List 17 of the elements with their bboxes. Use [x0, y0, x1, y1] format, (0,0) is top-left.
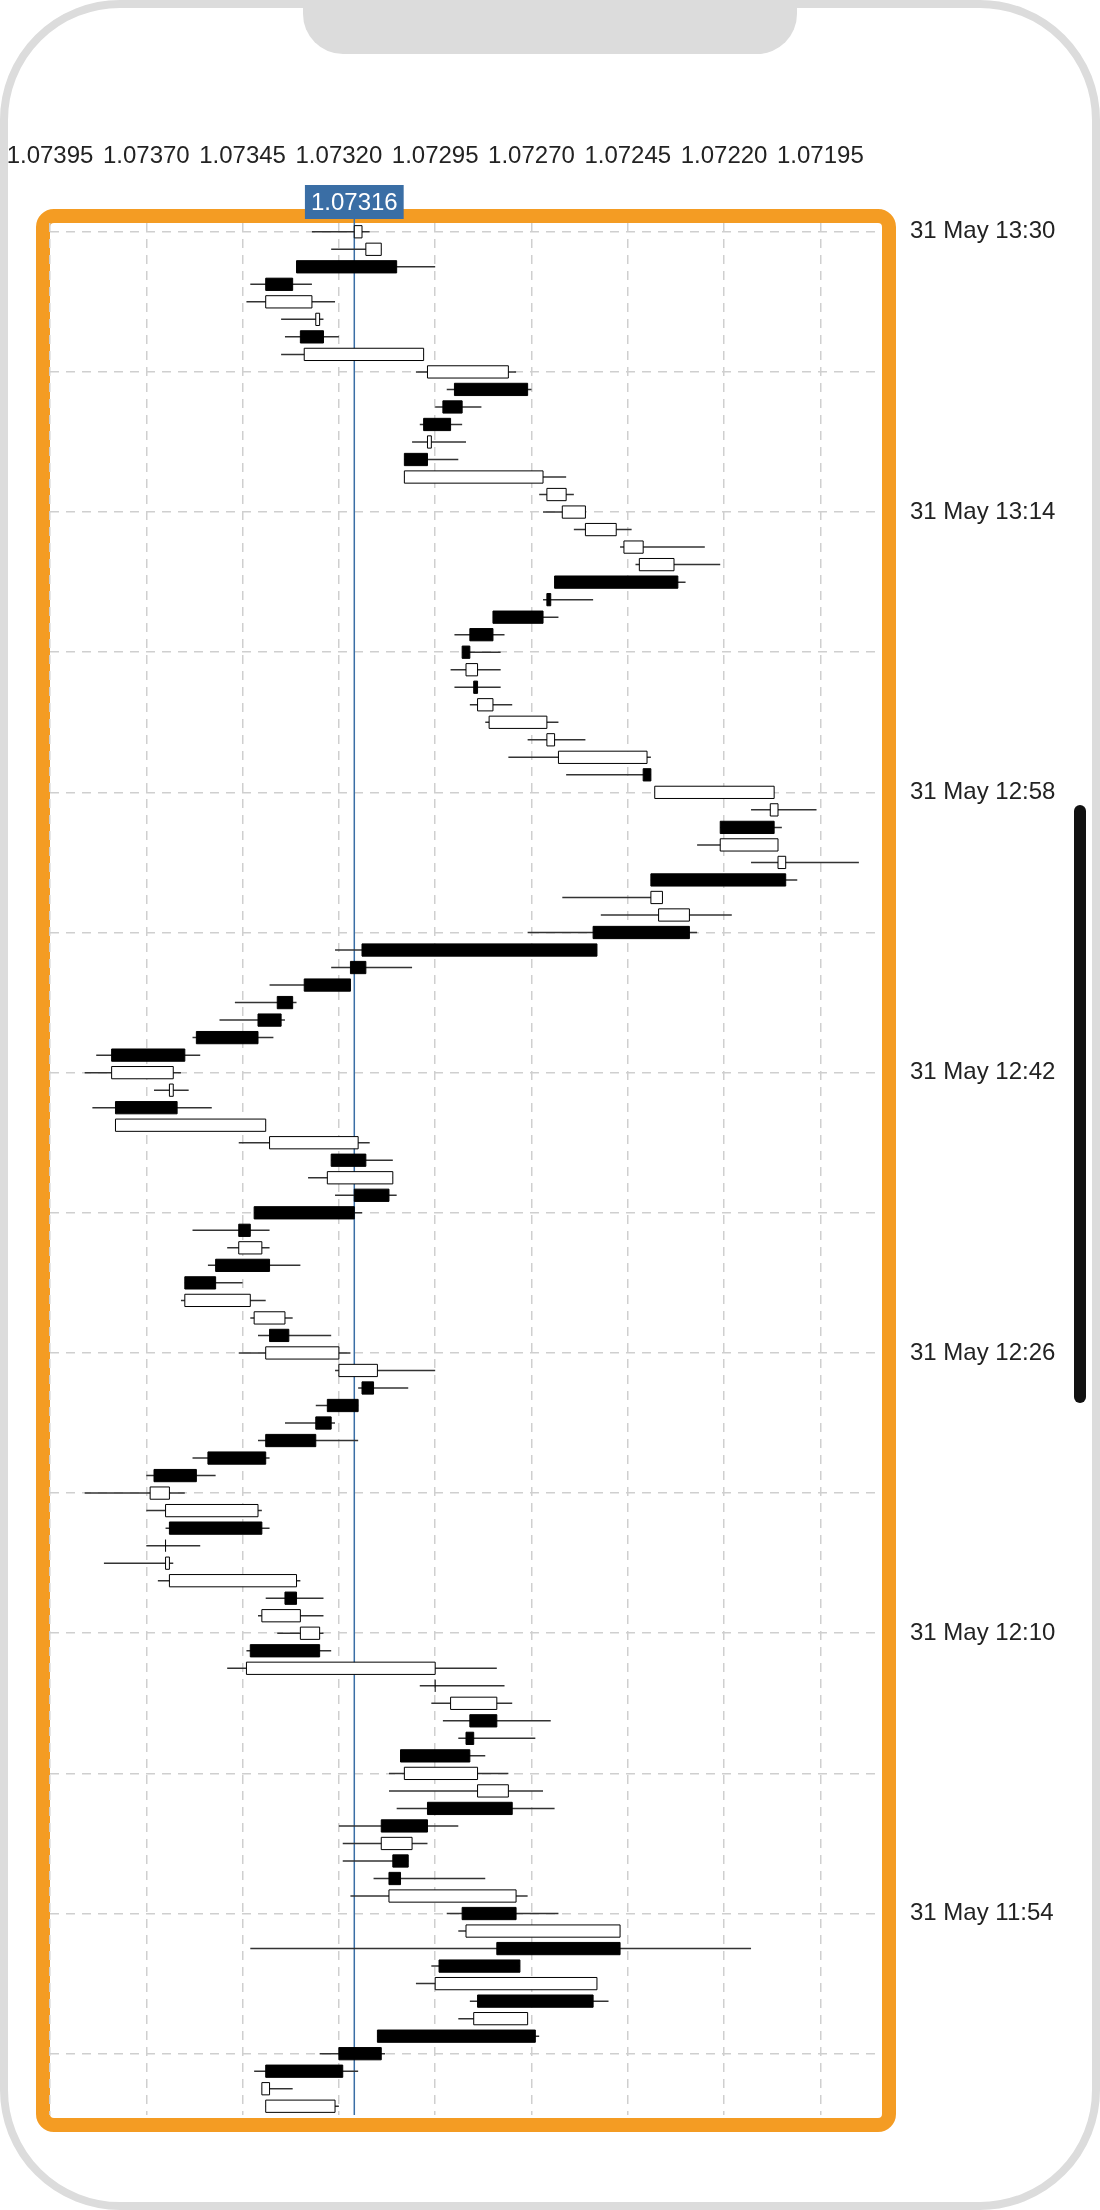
x-tick-label: 1.07270 — [488, 141, 575, 169]
x-tick-label: 1.07245 — [584, 141, 672, 169]
x-tick-label: 1.07345 — [199, 141, 286, 169]
ref-line-label: 1.07316 — [310, 187, 398, 215]
x-tick-label: 1.07195 — [776, 141, 864, 169]
x-tick-label: 1.07320 — [295, 141, 383, 169]
y-tick-label: 31 May 12:58 — [910, 776, 1056, 804]
y-tick-label: 31 May 13:30 — [910, 216, 1056, 244]
x-tick-label: 1.07370 — [102, 141, 190, 169]
x-tick-label: 1.07220 — [680, 141, 768, 169]
y-tick-label: 31 May 11:54 — [910, 1898, 1054, 1926]
x-tick-label: 1.07395 — [6, 141, 94, 169]
y-tick-label: 31 May 12:10 — [910, 1617, 1056, 1645]
x-tick-label: 1.07295 — [391, 141, 479, 169]
y-tick-label: 31 May 12:42 — [910, 1057, 1056, 1085]
y-tick-label: 31 May 12:26 — [910, 1337, 1056, 1365]
y-tick-label: 31 May 13:14 — [910, 496, 1056, 524]
